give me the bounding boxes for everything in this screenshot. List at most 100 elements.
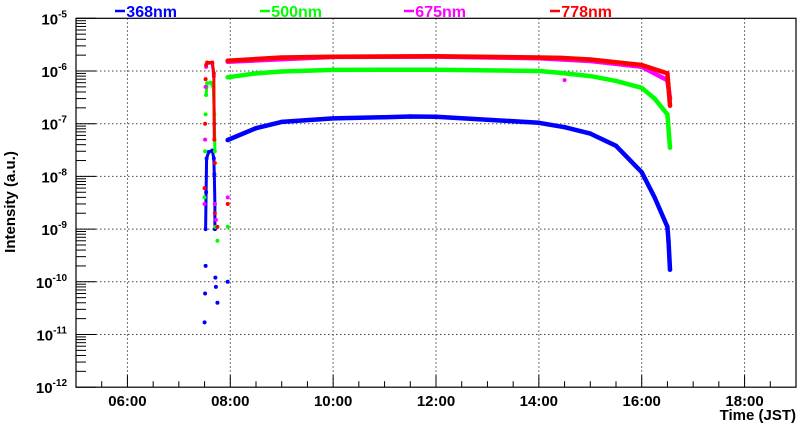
data-point bbox=[433, 114, 439, 120]
data-point bbox=[203, 77, 208, 82]
legend-label: 675nm bbox=[415, 4, 466, 21]
data-point bbox=[204, 156, 209, 161]
data-point bbox=[588, 57, 593, 62]
data-point bbox=[225, 224, 230, 229]
y-tick-label: 10-7 bbox=[41, 115, 67, 134]
y-tick-base: 10 bbox=[36, 275, 53, 292]
data-point bbox=[330, 67, 336, 73]
data-point bbox=[203, 121, 208, 126]
y-axis-label: Intensity (a.u.) bbox=[2, 151, 19, 253]
data-point bbox=[279, 119, 284, 125]
y-tick-base: 10 bbox=[41, 222, 58, 239]
data-point bbox=[639, 62, 644, 68]
data-point bbox=[408, 114, 413, 119]
y-tick-exponent: -9 bbox=[58, 220, 67, 231]
data-point bbox=[536, 120, 542, 126]
y-tick-base: 10 bbox=[41, 11, 58, 28]
legend: 368nm 500nm 675nm 778nm bbox=[115, 4, 612, 21]
data-point bbox=[588, 73, 593, 79]
data-point bbox=[205, 81, 210, 86]
y-tick-base: 10 bbox=[36, 380, 53, 397]
legend-label: 778nm bbox=[561, 4, 612, 21]
data-point bbox=[204, 190, 209, 195]
data-point bbox=[206, 150, 211, 155]
data-point bbox=[213, 284, 218, 289]
data-point bbox=[433, 67, 439, 72]
legend-label: 500nm bbox=[271, 4, 322, 21]
y-tick-label: 10-5 bbox=[41, 9, 67, 28]
x-tick-label: 14:00 bbox=[520, 393, 558, 410]
data-point bbox=[203, 149, 208, 154]
y-tick-label: 10-10 bbox=[36, 273, 68, 292]
data-point bbox=[613, 143, 619, 149]
data-point bbox=[225, 201, 230, 206]
x-tick-label: 06:00 bbox=[108, 393, 146, 410]
data-point bbox=[253, 71, 259, 76]
data-point bbox=[667, 267, 673, 272]
data-point bbox=[485, 117, 490, 122]
data-point bbox=[665, 224, 670, 230]
data-point bbox=[279, 69, 284, 74]
y-tick-base: 10 bbox=[41, 64, 58, 81]
x-tick-label: 10:00 bbox=[314, 393, 352, 410]
data-point bbox=[330, 54, 336, 59]
data-point bbox=[562, 124, 567, 130]
y-tick-label: 10-8 bbox=[41, 167, 67, 186]
data-point bbox=[202, 201, 207, 206]
series-500nm bbox=[202, 67, 673, 243]
y-tick-exponent: -8 bbox=[58, 167, 67, 178]
y-tick-base: 10 bbox=[36, 328, 53, 345]
data-point bbox=[212, 211, 217, 216]
data-point bbox=[210, 60, 215, 65]
x-axis-label: Time (JST) bbox=[720, 407, 796, 424]
data-point bbox=[213, 217, 218, 222]
x-tick-label: 16:00 bbox=[623, 393, 661, 410]
data-point bbox=[225, 279, 230, 284]
data-point bbox=[665, 112, 670, 117]
y-tick-label: 10-6 bbox=[41, 62, 67, 81]
data-point bbox=[382, 114, 387, 120]
data-point bbox=[433, 54, 439, 59]
data-point bbox=[211, 156, 216, 161]
data-point bbox=[639, 85, 644, 90]
data-point bbox=[203, 291, 208, 296]
data-point bbox=[203, 263, 208, 268]
data-point bbox=[215, 300, 220, 305]
data-point bbox=[213, 275, 218, 280]
data-point bbox=[588, 131, 593, 136]
y-tick-exponent: -12 bbox=[53, 378, 68, 389]
y-tick-exponent: -11 bbox=[53, 326, 67, 337]
data-point bbox=[202, 320, 207, 325]
data-point bbox=[225, 58, 230, 63]
data-point bbox=[211, 71, 216, 76]
data-point bbox=[536, 55, 542, 60]
data-point bbox=[215, 238, 220, 243]
legend-label: 368nm bbox=[126, 4, 177, 21]
data-point bbox=[202, 186, 207, 191]
x-tick-label: 18:00 bbox=[725, 393, 763, 410]
data-point bbox=[639, 170, 644, 175]
data-point bbox=[225, 195, 230, 200]
data-point bbox=[665, 71, 670, 76]
legend-item-368nm: 368nm bbox=[115, 4, 177, 21]
data-point bbox=[202, 195, 207, 200]
legend-item-778nm: 778nm bbox=[550, 4, 612, 21]
series-main-curve bbox=[225, 67, 673, 150]
data-point bbox=[225, 137, 230, 143]
series-778nm bbox=[202, 54, 673, 229]
data-layer bbox=[202, 54, 673, 325]
data-point bbox=[652, 195, 657, 200]
data-point bbox=[208, 80, 213, 85]
data-point bbox=[212, 160, 217, 165]
data-point bbox=[253, 126, 259, 131]
y-tick-label: 10-9 bbox=[41, 220, 67, 239]
data-point bbox=[212, 149, 217, 154]
x-tick-label: 08:00 bbox=[211, 393, 249, 410]
data-point bbox=[652, 96, 657, 101]
y-tick-exponent: -5 bbox=[58, 9, 67, 20]
data-point bbox=[667, 103, 673, 108]
data-point bbox=[203, 137, 208, 142]
data-point bbox=[203, 227, 208, 232]
data-point bbox=[215, 224, 220, 229]
